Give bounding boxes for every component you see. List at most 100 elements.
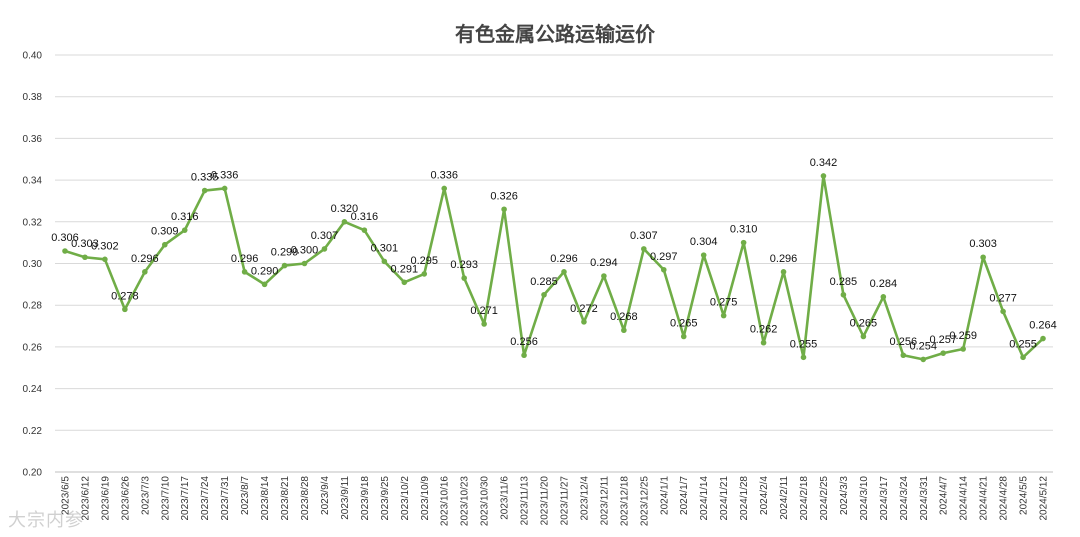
data-label: 0.291 — [391, 263, 419, 275]
data-label: 0.307 — [311, 230, 339, 242]
data-point — [1020, 354, 1026, 361]
data-point — [102, 256, 108, 263]
data-point — [720, 312, 727, 319]
data-point — [800, 354, 807, 361]
data-point — [401, 279, 408, 286]
data-point — [122, 306, 128, 313]
data-label: 0.316 — [351, 211, 379, 223]
x-tick-label: 2024/1/21 — [719, 476, 730, 521]
data-point — [700, 252, 707, 258]
x-tick-label: 2023/10/9 — [420, 476, 431, 521]
data-label: 0.301 — [371, 242, 399, 254]
x-tick-label: 2024/1/1 — [659, 476, 670, 515]
data-point — [281, 262, 288, 269]
data-point — [880, 294, 887, 300]
data-point — [960, 346, 966, 352]
x-tick-label: 2023/7/10 — [160, 476, 171, 521]
data-label: 0.275 — [710, 297, 738, 309]
x-tick-label: 2023/10/30 — [480, 476, 491, 526]
data-point — [421, 271, 428, 277]
x-tick-label: 2023/10/23 — [460, 476, 471, 526]
x-axis-ticks: 2023/6/5 2023/6/12 2023/6/19 2023/6/26 2023/… — [60, 476, 1049, 526]
data-point — [561, 269, 567, 275]
x-tick-label: 2023/12/18 — [619, 476, 630, 526]
data-label: 0.290 — [251, 265, 279, 277]
data-label: 0.309 — [151, 226, 179, 238]
data-label: 0.296 — [231, 253, 259, 265]
data-label: 0.278 — [111, 290, 139, 302]
x-tick-label: 2023/7/3 — [140, 476, 151, 515]
x-tick-label: 2023/6/5 — [60, 476, 71, 515]
data-point — [181, 227, 188, 233]
data-label: 0.300 — [291, 245, 319, 257]
x-tick-label: 2023/9/18 — [360, 476, 371, 521]
data-point — [441, 185, 448, 192]
x-tick-label: 2023/12/25 — [639, 476, 650, 526]
data-point — [900, 352, 907, 359]
y-tick-label: 0.28 — [23, 301, 43, 312]
data-label: 0.326 — [490, 190, 518, 202]
x-tick-label: 2024/2/18 — [799, 476, 810, 521]
data-point — [82, 254, 88, 261]
x-tick-label: 2023/11/20 — [540, 476, 551, 526]
y-tick-label: 0.40 — [23, 51, 43, 62]
data-label: 0.342 — [810, 157, 838, 169]
data-label: 0.285 — [530, 276, 558, 288]
data-label: 0.296 — [550, 253, 578, 265]
data-point — [601, 273, 607, 279]
y-tick-label: 0.22 — [23, 426, 43, 437]
data-point — [142, 269, 148, 275]
series-line — [64, 174, 1044, 361]
x-tick-label: 2024/4/7 — [939, 476, 950, 515]
data-label: 0.254 — [909, 340, 937, 352]
data-label: 0.257 — [929, 334, 957, 346]
data-label: 0.304 — [690, 236, 718, 248]
data-point — [1000, 308, 1006, 315]
data-point — [641, 246, 647, 252]
data-point — [201, 187, 208, 194]
x-tick-label: 2023/11/27 — [559, 476, 570, 526]
x-tick-label: 2024/1/14 — [699, 476, 710, 521]
data-point — [780, 269, 787, 275]
x-tick-label: 2023/8/28 — [300, 476, 311, 521]
data-point — [660, 266, 667, 273]
x-tick-label: 2023/6/12 — [80, 476, 91, 521]
y-tick-label: 0.34 — [23, 176, 43, 187]
x-tick-label: 2024/4/14 — [959, 476, 970, 521]
data-label: 0.303 — [71, 238, 99, 250]
chart-title: 有色金属公路运输运价 — [455, 22, 655, 46]
data-point — [481, 321, 487, 327]
x-tick-label: 2023/12/4 — [579, 476, 590, 521]
watermark: 大宗内参 — [8, 510, 84, 531]
data-label: 0.265 — [850, 317, 878, 329]
x-tick-label: 2024/2/4 — [759, 476, 770, 515]
x-tick-label: 2024/5/12 — [1039, 476, 1050, 521]
data-label: 0.320 — [331, 203, 359, 215]
data-label: 0.294 — [590, 257, 618, 269]
data-point — [221, 185, 228, 192]
data-point — [581, 319, 587, 325]
data-point — [261, 281, 268, 288]
data-label: 0.310 — [730, 224, 758, 236]
x-tick-label: 2024/1/28 — [739, 476, 750, 521]
data-label: 0.296 — [770, 253, 798, 265]
data-point — [541, 291, 547, 298]
data-point — [980, 254, 986, 261]
data-point — [840, 291, 847, 298]
y-tick-label: 0.24 — [23, 384, 43, 395]
data-label: 0.302 — [91, 240, 119, 252]
data-label: 0.303 — [969, 238, 997, 250]
y-tick-label: 0.26 — [23, 342, 43, 353]
x-tick-label: 2023/11/6 — [500, 476, 511, 520]
data-label: 0.295 — [410, 255, 438, 267]
data-point — [341, 219, 348, 225]
x-tick-label: 2024/3/10 — [859, 476, 870, 521]
data-point — [461, 275, 467, 281]
x-tick-label: 2024/2/25 — [819, 476, 830, 521]
x-tick-label: 2023/8/21 — [280, 476, 291, 521]
data-label: 0.256 — [510, 336, 538, 348]
data-label: 0.255 — [790, 338, 818, 350]
x-tick-label: 2023/8/14 — [260, 476, 271, 521]
x-tick-label: 2023/9/11 — [340, 476, 351, 520]
data-point — [920, 356, 927, 363]
